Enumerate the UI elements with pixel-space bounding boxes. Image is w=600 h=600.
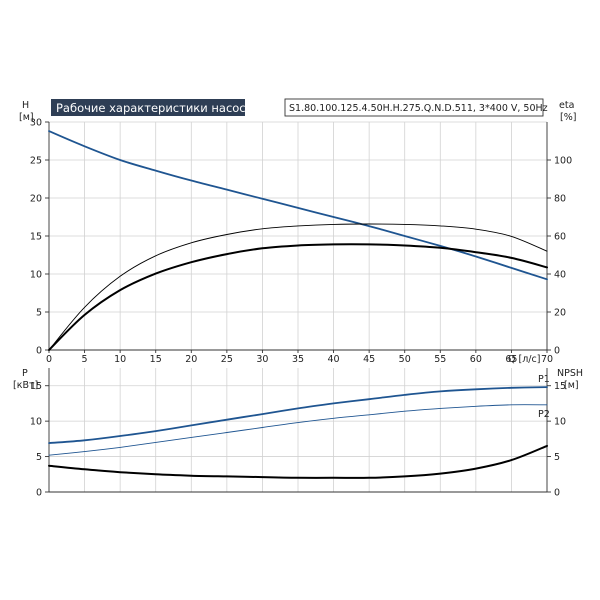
y-left-tick-label: 15: [30, 381, 42, 392]
y-right-tick-label: 80: [554, 194, 566, 205]
eta-axis-symbol: eta: [559, 100, 574, 111]
pump-model-info: S1.80.100.125.4.50H.H.275.Q.N.D.511, 3*4…: [289, 103, 548, 114]
h-axis-unit: [м]: [19, 112, 34, 123]
x-tick-label: 35: [292, 354, 304, 365]
npsh-axis-symbol: NPSH: [557, 368, 583, 379]
x-tick-label: 70: [541, 354, 553, 365]
x-tick-label: 25: [221, 354, 233, 365]
y-left-tick-label: 5: [36, 308, 42, 319]
curve-0-2: [48, 223, 548, 351]
upper-grid: [49, 121, 548, 350]
x-tick-label: 5: [82, 354, 88, 365]
p2-series-label: P2: [538, 409, 550, 420]
y-right-tick-label: 100: [554, 156, 572, 167]
y-left-tick-label: 0: [36, 346, 42, 357]
curve-1-2: [48, 444, 548, 479]
x-tick-label: 15: [150, 354, 162, 365]
p2-curve: [48, 404, 548, 456]
x-tick-label: 0: [46, 354, 52, 365]
npsh-axis-unit: [м]: [564, 380, 579, 391]
y-left-tick-label: 0: [36, 488, 42, 499]
y-right-tick-label: 60: [554, 232, 566, 243]
x-tick-label: 40: [328, 354, 340, 365]
p1-series-label: P1: [538, 374, 550, 385]
y-right-tick-label: 10: [554, 417, 566, 428]
x-tick-label: 55: [434, 354, 446, 365]
curves: [48, 130, 548, 479]
chart-title: Рабочие характеристики насоса: [56, 101, 253, 115]
y-right-tick-label: 20: [554, 308, 566, 319]
title-box: [51, 99, 245, 116]
y-left-tick-label: 10: [30, 270, 42, 281]
p-axis-symbol: P: [22, 368, 28, 379]
eta-axis-unit: [%]: [560, 112, 576, 123]
y-right-tick-label: 5: [554, 452, 560, 463]
y-left-tick-label: 20: [30, 194, 42, 205]
x-tick-label: 60: [470, 354, 482, 365]
p-axis-unit: [кВт]: [13, 380, 38, 391]
y-left-tick-label: 15: [30, 232, 42, 243]
x-tick-label: 50: [399, 354, 411, 365]
curve-0-1: [48, 243, 548, 351]
y-left-tick-label: 30: [30, 118, 42, 129]
series-labels: P1 P2: [538, 374, 550, 420]
x-tick-label: 30: [256, 354, 268, 365]
y-right-tick-label: 15: [554, 381, 566, 392]
x-tick-label: 10: [114, 354, 126, 365]
curve-0-0: [48, 130, 548, 281]
y-left-tick-label: 10: [30, 417, 42, 428]
y-right-tick-label: 40: [554, 270, 566, 281]
y-left-tick-label: 25: [30, 156, 42, 167]
y-right-tick-label: 0: [554, 488, 560, 499]
y-right-tick-label: 0: [554, 346, 560, 357]
q-axis-label: Q [л/с]: [508, 354, 540, 365]
y-left-tick-label: 5: [36, 452, 42, 463]
x-tick-label: 65: [505, 354, 517, 365]
x-tick-label: 45: [363, 354, 375, 365]
h-axis-symbol: H: [22, 100, 29, 111]
info-box: [284, 98, 544, 117]
x-tick-label: 20: [185, 354, 197, 365]
p1-curve: [48, 386, 548, 444]
